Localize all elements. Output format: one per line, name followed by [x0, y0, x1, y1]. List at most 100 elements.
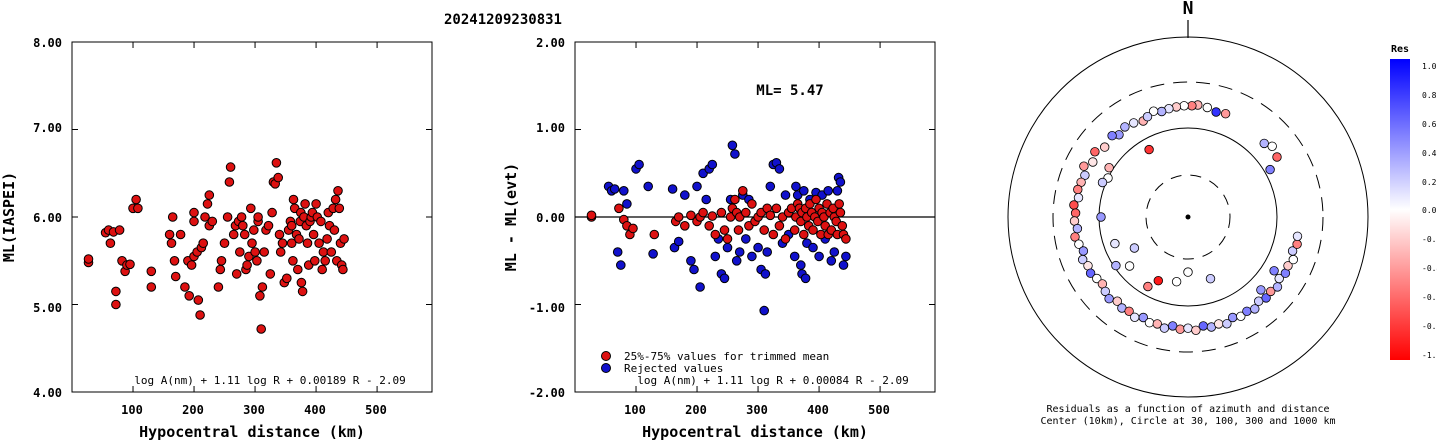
ml-point — [275, 247, 286, 257]
rejected-point — [680, 190, 690, 200]
rejected-point — [774, 164, 785, 174]
accepted-point — [614, 203, 624, 214]
station-residual-point — [1092, 273, 1102, 284]
station-residual-point — [1148, 106, 1159, 116]
accepted-point — [733, 225, 744, 235]
ml-point — [215, 264, 226, 275]
panel1-xtick: 400 — [304, 403, 326, 417]
station-residual-point — [1085, 268, 1096, 278]
ml-point — [316, 216, 326, 227]
accepted-point — [741, 207, 751, 218]
rejected-point — [760, 269, 771, 279]
ml-point — [146, 266, 157, 277]
ml-point — [166, 238, 177, 248]
panel2-xtick: 300 — [746, 403, 768, 417]
station-residual-point — [1236, 311, 1246, 322]
station-residual-point — [1073, 192, 1084, 203]
rejected-point — [719, 273, 730, 284]
rejected-point — [780, 190, 791, 200]
station-residual-point — [1288, 254, 1299, 265]
station-residual-point — [1153, 276, 1164, 286]
accepted-point — [808, 225, 818, 235]
station-residual-point — [1222, 319, 1232, 329]
rejected-point — [643, 181, 654, 192]
accepted-point — [771, 203, 782, 214]
ml-point — [114, 225, 125, 235]
ml-point — [271, 158, 282, 168]
accepted-point — [719, 225, 730, 235]
rejected-point — [789, 251, 800, 262]
accepted-point — [789, 225, 800, 235]
colorbar-gradient — [1390, 59, 1410, 360]
rejected-point — [667, 184, 678, 194]
ml-point — [202, 199, 213, 209]
colorbar-tick: 1.0 — [1422, 62, 1437, 71]
station-residual-point — [1112, 296, 1123, 306]
ml-point — [105, 238, 116, 248]
rejected-point — [727, 140, 738, 151]
rejected-point — [800, 273, 811, 284]
ml-point — [133, 203, 143, 214]
station-residual-point — [1077, 254, 1088, 265]
station-residual-point — [1143, 281, 1153, 292]
rejected-point — [823, 186, 834, 196]
station-residual-point — [1110, 238, 1120, 249]
figure-title: 20241209230831 — [444, 12, 562, 28]
station-residual-point — [1129, 243, 1140, 253]
panel2-ytick: 1.00 — [536, 121, 565, 135]
ml-point — [170, 271, 181, 282]
station-residual-point — [1220, 108, 1231, 119]
ml-point — [213, 282, 224, 292]
ml-point — [184, 291, 194, 301]
station-residual-point — [1070, 208, 1081, 218]
rejected-point — [841, 251, 851, 262]
ml-point — [267, 207, 277, 218]
ml-point — [253, 212, 263, 222]
ml-point — [204, 190, 215, 200]
station-residual-point — [1152, 319, 1163, 329]
panel2-legend: 25%-75% values for trimmed mean Rejected… — [601, 350, 829, 375]
ml-point — [288, 256, 298, 266]
station-residual-point — [1099, 142, 1110, 152]
rejected-point — [791, 181, 801, 192]
station-residual-point — [1267, 141, 1277, 152]
ml-point — [193, 295, 204, 305]
panel-residual-vs-distance: -2.00 -1.00 0.00 1.00 2.00 100 200 300 4… — [502, 36, 936, 441]
station-residual-point — [1124, 261, 1135, 271]
panel2-formula: log A(nm) + 1.11 log R + 0.00084 R - 2.0… — [637, 374, 909, 387]
panel1-ytick: 8.00 — [33, 36, 62, 50]
station-residual-point — [1107, 130, 1117, 141]
rejected-point — [692, 181, 702, 192]
panel1-xtick: 500 — [365, 403, 387, 417]
station-residual-point — [1072, 223, 1083, 234]
polar-caption-line2: Center (10km), Circle at 30, 100, 300 an… — [1040, 416, 1335, 427]
station-residual-point — [1079, 161, 1089, 171]
accepted-point — [628, 223, 638, 234]
ml-point — [293, 264, 303, 275]
rejected-point — [759, 305, 770, 316]
ml-point — [257, 282, 268, 292]
ml-point — [236, 212, 247, 222]
station-residual-point — [1292, 239, 1302, 249]
station-residual-point — [1259, 138, 1269, 149]
ring-30km — [1145, 174, 1231, 260]
ml-point — [131, 194, 141, 205]
rejected-point — [799, 186, 809, 196]
ml-point — [302, 238, 313, 248]
panel1-x-ticks: 100 200 300 400 500 — [121, 403, 387, 417]
rejected-point — [710, 251, 721, 262]
panel1-y-axis-label: ML(IASPEI) — [0, 172, 18, 262]
panel2-y-ticks: -2.00 -1.00 0.00 1.00 2.00 — [529, 36, 565, 400]
rejected-point — [762, 247, 773, 257]
ml-point — [198, 238, 208, 248]
colorbar-ticks: 1.0 0.8 0.6 0.4 0.2 0.0 -0.2 -0.4 -0.6 -… — [1422, 62, 1437, 360]
ml-point — [326, 247, 337, 257]
ml-point — [238, 220, 248, 231]
ml-point — [282, 273, 292, 284]
accepted-point — [649, 229, 660, 240]
ml-point — [296, 277, 307, 288]
station-residual-point — [1144, 318, 1155, 328]
polar-caption-line1: Residuals as a function of azimuth and d… — [1047, 404, 1330, 415]
ml-point — [228, 229, 239, 240]
panel1-formula: log A(nm) + 1.11 log R + 0.00189 R - 2.0… — [134, 374, 406, 387]
